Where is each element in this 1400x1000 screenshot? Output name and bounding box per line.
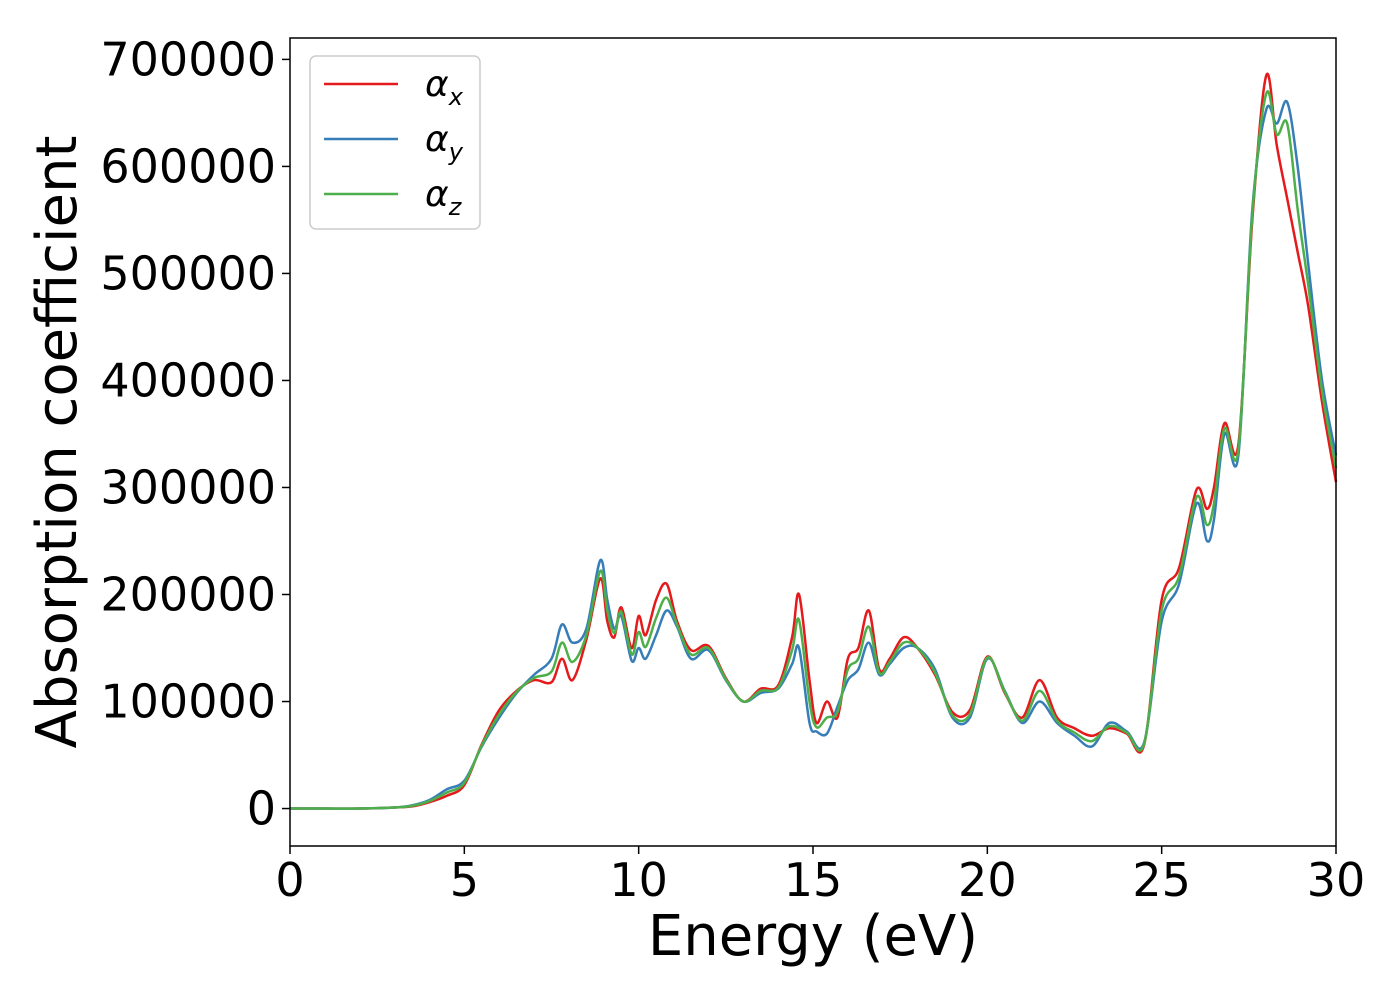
x-tick-label: 30 bbox=[1307, 853, 1366, 907]
legend-box bbox=[309, 55, 481, 230]
legend-label-y: αy bbox=[425, 119, 464, 166]
x-tick-label: 10 bbox=[609, 853, 668, 907]
y-axis-label: Absorption coefficient bbox=[25, 136, 90, 749]
y-axis: 0 100000 200000 300000 400000 500000 600000 700… bbox=[100, 32, 290, 836]
y-tick-label: 100000 bbox=[100, 675, 276, 729]
x-axis-label: Energy (eV) bbox=[648, 904, 978, 969]
series-line-z bbox=[289, 90, 1338, 810]
y-tick-label: 700000 bbox=[100, 32, 276, 86]
x-tick-label: 5 bbox=[450, 853, 479, 907]
x-tick-label: 0 bbox=[275, 853, 304, 907]
x-tick-label: 20 bbox=[958, 853, 1017, 907]
x-tick-label: 25 bbox=[1132, 853, 1191, 907]
y-tick-label: 200000 bbox=[100, 568, 276, 622]
y-tick-label: 300000 bbox=[100, 460, 276, 514]
y-tick-label: 600000 bbox=[100, 139, 276, 193]
y-tick-label: 500000 bbox=[100, 246, 276, 300]
x-axis: 0 5 10 15 20 25 30 bbox=[275, 846, 1365, 907]
series-layer bbox=[289, 72, 1338, 810]
y-tick-label: 400000 bbox=[100, 353, 276, 407]
x-tick-label: 15 bbox=[784, 853, 843, 907]
y-tick-label: 0 bbox=[247, 782, 276, 836]
